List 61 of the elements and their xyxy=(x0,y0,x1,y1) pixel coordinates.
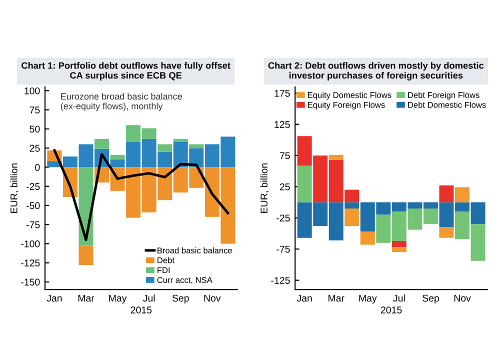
y-tick-label: 50 xyxy=(30,126,40,133)
legend-label: Equity Domestic Flows xyxy=(308,92,392,100)
y-tick-label: 125 xyxy=(274,121,290,128)
y-tick-label: 100 xyxy=(24,87,40,94)
x-tick-label: Mar xyxy=(328,294,344,302)
x-tick-label: Jul xyxy=(143,294,155,302)
x-tick-label: May xyxy=(359,294,377,304)
y-tick-label: 75 xyxy=(30,106,40,114)
legend-label: Broad basic balance xyxy=(158,247,232,254)
bar xyxy=(360,232,375,245)
bar xyxy=(439,185,454,202)
y-tick-label: 75 xyxy=(280,152,290,160)
x-tick-label: Mar xyxy=(78,294,94,302)
x-tick-label: Jan xyxy=(46,294,62,302)
x-tick-label: May xyxy=(109,294,127,304)
y-tick-label: -75 xyxy=(26,221,40,228)
chart-title: Chart 2: Debt outflows driven mostly by domestic investor purchases of foreign securities xyxy=(268,62,484,80)
bar xyxy=(328,154,344,160)
x-tick-label: Nov xyxy=(204,294,221,302)
bar xyxy=(439,227,454,238)
chart-title: Chart 1: Portfolio debt outflows have fully offset CA surplus since ECB QE xyxy=(22,62,230,80)
bar xyxy=(344,208,360,226)
y-tick-label: -75 xyxy=(276,246,290,253)
legend-label: FDI xyxy=(158,267,170,274)
legend-label: Debt Domestic Flows xyxy=(408,102,486,108)
y-tick-label: 25 xyxy=(280,183,290,190)
x-tick-label: Jul xyxy=(393,294,405,302)
annotation: Eurozone broad basic balance (ex-equity flows), monthly xyxy=(60,92,182,112)
legend-label: Curr acct, NSA xyxy=(157,277,212,284)
bar xyxy=(297,165,312,202)
y-tick-label: 175 xyxy=(274,90,290,97)
bar xyxy=(189,144,204,148)
y-tick-label: 25 xyxy=(30,144,40,152)
x-tick-label: Nov xyxy=(454,294,471,302)
x-axis-title: 2015 xyxy=(380,306,402,314)
y-axis-title: EUR, billion xyxy=(10,163,19,213)
y-tick-label: 0 xyxy=(35,164,40,171)
legend-label: Debt xyxy=(158,257,174,264)
x-tick-label: Sep xyxy=(172,294,189,304)
bar xyxy=(94,138,110,149)
bar xyxy=(78,245,94,266)
bar xyxy=(158,144,172,152)
x-tick-label: Jan xyxy=(296,294,312,302)
y-tick-label: -125 xyxy=(21,260,40,266)
bar xyxy=(455,187,470,202)
y-tick-label: -25 xyxy=(26,183,40,190)
y-tick-label: -125 xyxy=(271,276,290,284)
line-series xyxy=(53,149,230,242)
y-axis-title: EUR, billion xyxy=(260,163,269,213)
x-axis-title: 2015 xyxy=(130,306,152,314)
bar xyxy=(392,247,406,252)
legend-label: Debt Foreign Flows xyxy=(408,92,480,100)
y-tick-label: -150 xyxy=(21,278,40,286)
bar xyxy=(173,138,188,142)
y-tick-label: -50 xyxy=(26,202,40,210)
bar xyxy=(392,240,406,248)
legend-label: Equity Foreign Flows xyxy=(308,102,385,110)
y-tick-label: -100 xyxy=(21,240,40,248)
x-tick-label: Sep xyxy=(422,294,439,304)
y-tick-label: -25 xyxy=(276,214,290,222)
bar xyxy=(110,154,125,160)
